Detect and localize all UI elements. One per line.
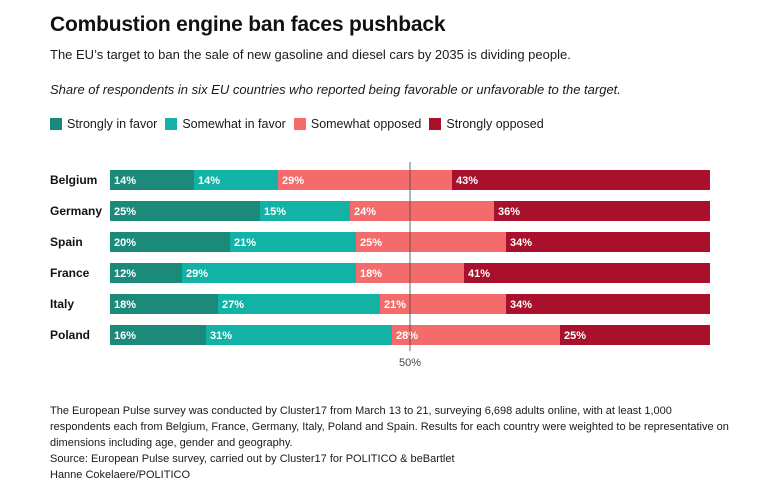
data-label: 14%	[114, 175, 136, 187]
bar-segment	[506, 232, 710, 252]
reference-line-label: 50%	[399, 357, 421, 369]
chart-title: Combustion engine ban faces pushback	[50, 13, 446, 36]
bar-segment	[452, 170, 710, 190]
legend-swatch	[429, 118, 442, 130]
bar-segment	[110, 294, 218, 314]
bar-segment	[206, 325, 392, 345]
legend-label: Somewhat in favor	[182, 117, 286, 131]
bar-segment	[278, 170, 452, 190]
bar-segment	[350, 201, 494, 221]
credit-line: Hanne Cokelaere/POLITICO	[50, 469, 191, 481]
bar-segment	[506, 294, 710, 314]
data-label: 28%	[396, 330, 418, 342]
country-label: France	[50, 266, 90, 280]
country-label: Spain	[50, 235, 83, 249]
bar-segment	[230, 232, 356, 252]
bar-segment	[380, 294, 506, 314]
data-label: 21%	[234, 237, 256, 249]
legend-label: Strongly opposed	[446, 117, 544, 131]
bar-segment	[464, 263, 710, 283]
source-line: Source: European Pulse survey, carried o…	[50, 453, 455, 465]
data-label: 31%	[210, 330, 232, 342]
legend-swatch	[165, 118, 178, 130]
country-label: Poland	[50, 328, 90, 342]
data-label: 12%	[114, 268, 136, 280]
bar-segment	[218, 294, 380, 314]
chart-note: Share of respondents in six EU countries…	[50, 82, 621, 97]
data-label: 20%	[114, 237, 136, 249]
bar-segment	[110, 170, 194, 190]
legend-item-strongly-in-favor: Strongly in favor	[50, 117, 157, 131]
chart-subtitle: The EU’s target to ban the sale of new g…	[50, 47, 571, 62]
data-label: 25%	[360, 237, 382, 249]
stacked-bar-chart: Belgium 14% 14% 29% 43% Germany 25% 15% 24% 36% Sp…	[50, 162, 710, 369]
data-label: 25%	[114, 206, 136, 218]
country-label: Belgium	[50, 173, 97, 187]
bar-segment	[110, 263, 182, 283]
bar-segment	[494, 201, 710, 221]
data-label: 41%	[468, 268, 490, 280]
legend-item-somewhat-opposed: Somewhat opposed	[293, 117, 422, 131]
data-label: 24%	[354, 206, 376, 218]
bar-segment	[560, 325, 710, 345]
data-label: 43%	[456, 175, 478, 187]
country-label: Germany	[50, 204, 102, 218]
country-label: Italy	[50, 297, 74, 311]
data-label: 14%	[198, 175, 220, 187]
bar-segment	[110, 325, 206, 345]
data-label: 36%	[498, 206, 520, 218]
data-label: 29%	[282, 175, 304, 187]
data-label: 15%	[264, 206, 286, 218]
bar-segment	[182, 263, 356, 283]
bar-segment	[356, 232, 506, 252]
legend-label: Strongly in favor	[67, 117, 158, 131]
data-label: 16%	[114, 330, 136, 342]
data-label: 18%	[360, 268, 382, 280]
legend-item-somewhat-in-favor: Somewhat in favor	[165, 117, 286, 131]
legend-label: Somewhat opposed	[310, 117, 422, 131]
data-label: 27%	[222, 299, 244, 311]
data-label: 18%	[114, 299, 136, 311]
bar-segment	[110, 201, 260, 221]
data-label: 29%	[186, 268, 208, 280]
methodology-note: The European Pulse survey was conducted …	[50, 405, 729, 449]
footer: The European Pulse survey was conducted …	[50, 403, 730, 483]
legend: Strongly in favor Somewhat in favor Some…	[50, 117, 552, 131]
bar-segment	[260, 201, 350, 221]
data-label: 25%	[564, 330, 586, 342]
bar-segment	[392, 325, 560, 345]
legend-swatch	[293, 118, 306, 130]
data-label: 34%	[510, 237, 532, 249]
data-label: 34%	[510, 299, 532, 311]
legend-item-strongly-opposed: Strongly opposed	[429, 117, 544, 131]
bar-segment	[194, 170, 278, 190]
data-label: 21%	[384, 299, 406, 311]
legend-swatch	[50, 118, 62, 130]
bar-segment	[110, 232, 230, 252]
